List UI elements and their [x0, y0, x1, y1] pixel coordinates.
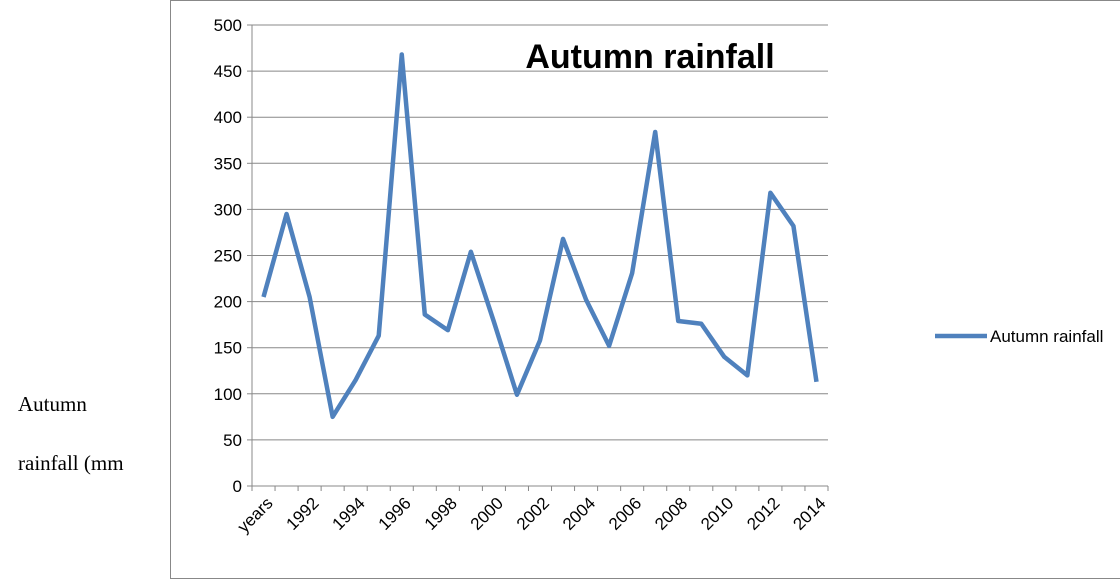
data-line	[261, 52, 819, 420]
y-tick-label: 250	[214, 247, 242, 266]
side-text: Autumn	[18, 392, 87, 416]
y-tick-label: 150	[214, 339, 242, 358]
y-tick-label: 350	[214, 154, 242, 173]
y-tick-label: 0	[233, 477, 242, 496]
legend-label: Autumn rainfall	[990, 327, 1103, 346]
y-tick-label: 100	[214, 385, 242, 404]
y-tick-label: 500	[214, 16, 242, 35]
chart-frame	[170, 0, 1120, 579]
chart-title: Autumn rainfall	[525, 38, 774, 76]
y-tick-label: 50	[223, 431, 242, 450]
y-tick-label: 200	[214, 293, 242, 312]
side-text: rainfall (mm	[18, 451, 124, 475]
y-tick-label: 400	[214, 108, 242, 127]
y-tick-label: 300	[214, 200, 242, 219]
y-tick-label: 450	[214, 62, 242, 81]
